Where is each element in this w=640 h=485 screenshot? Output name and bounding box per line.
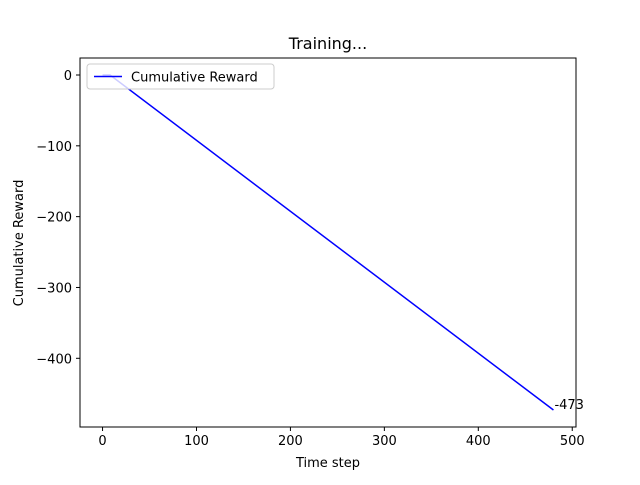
y-tick-label: −400: [36, 352, 72, 367]
chart-title: Training...: [288, 34, 367, 53]
end-value-label: -473: [554, 398, 584, 413]
legend-label: Cumulative Reward: [131, 71, 258, 86]
y-tick-label: −300: [36, 281, 72, 296]
plot-frame: [79, 57, 577, 428]
x-tick-label: 400: [466, 434, 491, 449]
x-axis-label: Time step: [295, 456, 360, 471]
x-tick-label: 300: [372, 434, 397, 449]
y-tick-label: −100: [36, 140, 72, 155]
axis-ticks: 0 100 200 300 400 500 0 −100 −200 −300 −400: [36, 69, 584, 449]
y-tick-label: 0: [64, 69, 72, 84]
legend-box: [86, 63, 275, 90]
y-axis-label: Cumulative Reward: [12, 180, 27, 307]
x-tick-label: 200: [278, 434, 303, 449]
y-tick-label: −200: [36, 211, 72, 226]
x-tick-label: 0: [98, 434, 106, 449]
x-tick-label: 100: [184, 434, 209, 449]
legend: Cumulative Reward: [86, 63, 275, 90]
series-line-cumulative-reward: [102, 74, 554, 411]
x-tick-label: 500: [560, 434, 585, 449]
plot-area: -473: [102, 74, 584, 413]
